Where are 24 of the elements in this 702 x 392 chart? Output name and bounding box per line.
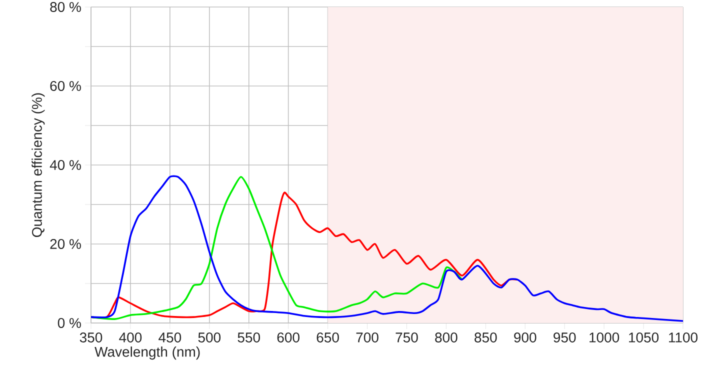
x-tick-label: 1050 [629, 332, 659, 342]
y-tick-label: 60 % [50, 81, 81, 91]
x-tick-label: 800 [435, 332, 458, 342]
x-tick-label: 750 [396, 332, 418, 342]
x-tick-label: 950 [554, 332, 576, 342]
x-tick-label: 850 [474, 332, 497, 342]
x-tick-label: 1100 [669, 332, 698, 342]
x-tick-label: 350 [80, 332, 102, 342]
x-tick-label: 450 [158, 332, 182, 342]
line-series [91, 176, 463, 320]
y-tick-label: 80 % [50, 2, 81, 12]
x-tick-label: 700 [356, 332, 378, 342]
x-tick-label: 650 [316, 332, 339, 342]
x-tick-label: 900 [514, 332, 536, 342]
y-axis-title: Quantum efficiency (%) [32, 93, 45, 237]
x-tick-label: 550 [238, 332, 260, 342]
x-axis-title: Wavelength (nm) [94, 346, 200, 360]
x-tick-label: 400 [119, 332, 142, 342]
x-tick-label: 500 [198, 332, 221, 342]
x-tick-label: 600 [277, 332, 300, 342]
y-tick-label: 0 % [58, 318, 81, 328]
y-tick-label: 40 % [50, 160, 81, 170]
y-tick-label: 20 % [50, 239, 81, 249]
x-tick-label: 1000 [590, 332, 620, 342]
